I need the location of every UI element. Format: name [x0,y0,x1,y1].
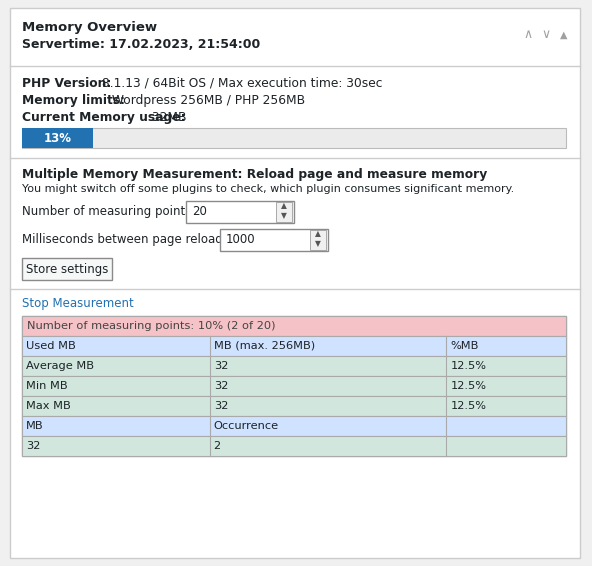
Text: 8.1.13 / 64Bit OS / Max execution time: 30sec: 8.1.13 / 64Bit OS / Max execution time: … [98,77,382,90]
Bar [310,230,326,250]
Text: MB: MB [26,421,44,431]
Text: Min MB: Min MB [26,381,67,391]
Bar [220,229,328,251]
Text: 32: 32 [26,441,40,451]
Text: ∧: ∧ [523,28,533,41]
Bar [22,336,566,356]
Text: You might switch off some plugins to check, which plugin consumes significant me: You might switch off some plugins to che… [22,184,514,194]
Text: ▲: ▲ [315,229,321,238]
Text: Max MB: Max MB [26,401,71,411]
Bar [22,128,566,148]
Text: Memory limits:: Memory limits: [22,94,125,107]
Text: 32MB: 32MB [148,111,186,124]
Text: 1000: 1000 [226,233,256,246]
Bar [22,258,112,280]
Text: %MB: %MB [451,341,479,351]
Text: Stop Measurement: Stop Measurement [22,297,134,310]
Text: Servertime: 17.02.2023, 21:54:00: Servertime: 17.02.2023, 21:54:00 [22,38,260,51]
Text: ▼: ▼ [315,239,321,248]
Bar [22,356,566,376]
Text: Number of measuring points: 10% (2 of 20): Number of measuring points: 10% (2 of 20… [27,321,275,331]
Bar [22,376,566,396]
Text: Occurrence: Occurrence [214,421,279,431]
Text: Number of measuring points:: Number of measuring points: [22,205,195,218]
Text: 2: 2 [214,441,221,451]
Text: 12.5%: 12.5% [451,401,486,411]
Bar [276,202,292,222]
Bar [186,201,294,223]
Text: MB (max. 256MB): MB (max. 256MB) [214,341,315,351]
Text: Multiple Memory Measurement: Reload page and measure memory: Multiple Memory Measurement: Reload page… [22,168,487,181]
Text: ▼: ▼ [281,212,287,221]
Bar [22,436,566,456]
Text: 12.5%: 12.5% [451,361,486,371]
Text: Memory Overview: Memory Overview [22,21,157,34]
Text: ▲: ▲ [281,201,287,211]
Text: 13%: 13% [43,131,72,144]
Text: ∨: ∨ [542,28,551,41]
Bar [22,416,566,436]
Bar [22,316,566,336]
Text: Milliseconds between page reloads:: Milliseconds between page reloads: [22,233,233,246]
Bar [22,396,566,416]
Text: Current Memory usage:: Current Memory usage: [22,111,186,124]
Bar [22,316,566,456]
Text: 20: 20 [192,205,207,218]
Text: Wordpress 256MB / PHP 256MB: Wordpress 256MB / PHP 256MB [108,94,305,107]
Text: 32: 32 [214,401,228,411]
Text: Average MB: Average MB [26,361,94,371]
Text: 32: 32 [214,381,228,391]
Text: PHP Version:: PHP Version: [22,77,111,90]
Text: Store settings: Store settings [26,263,108,276]
Bar [22,128,93,148]
Text: ▲: ▲ [560,30,568,40]
Text: 12.5%: 12.5% [451,381,486,391]
Text: 32: 32 [214,361,228,371]
Text: Used MB: Used MB [26,341,76,351]
